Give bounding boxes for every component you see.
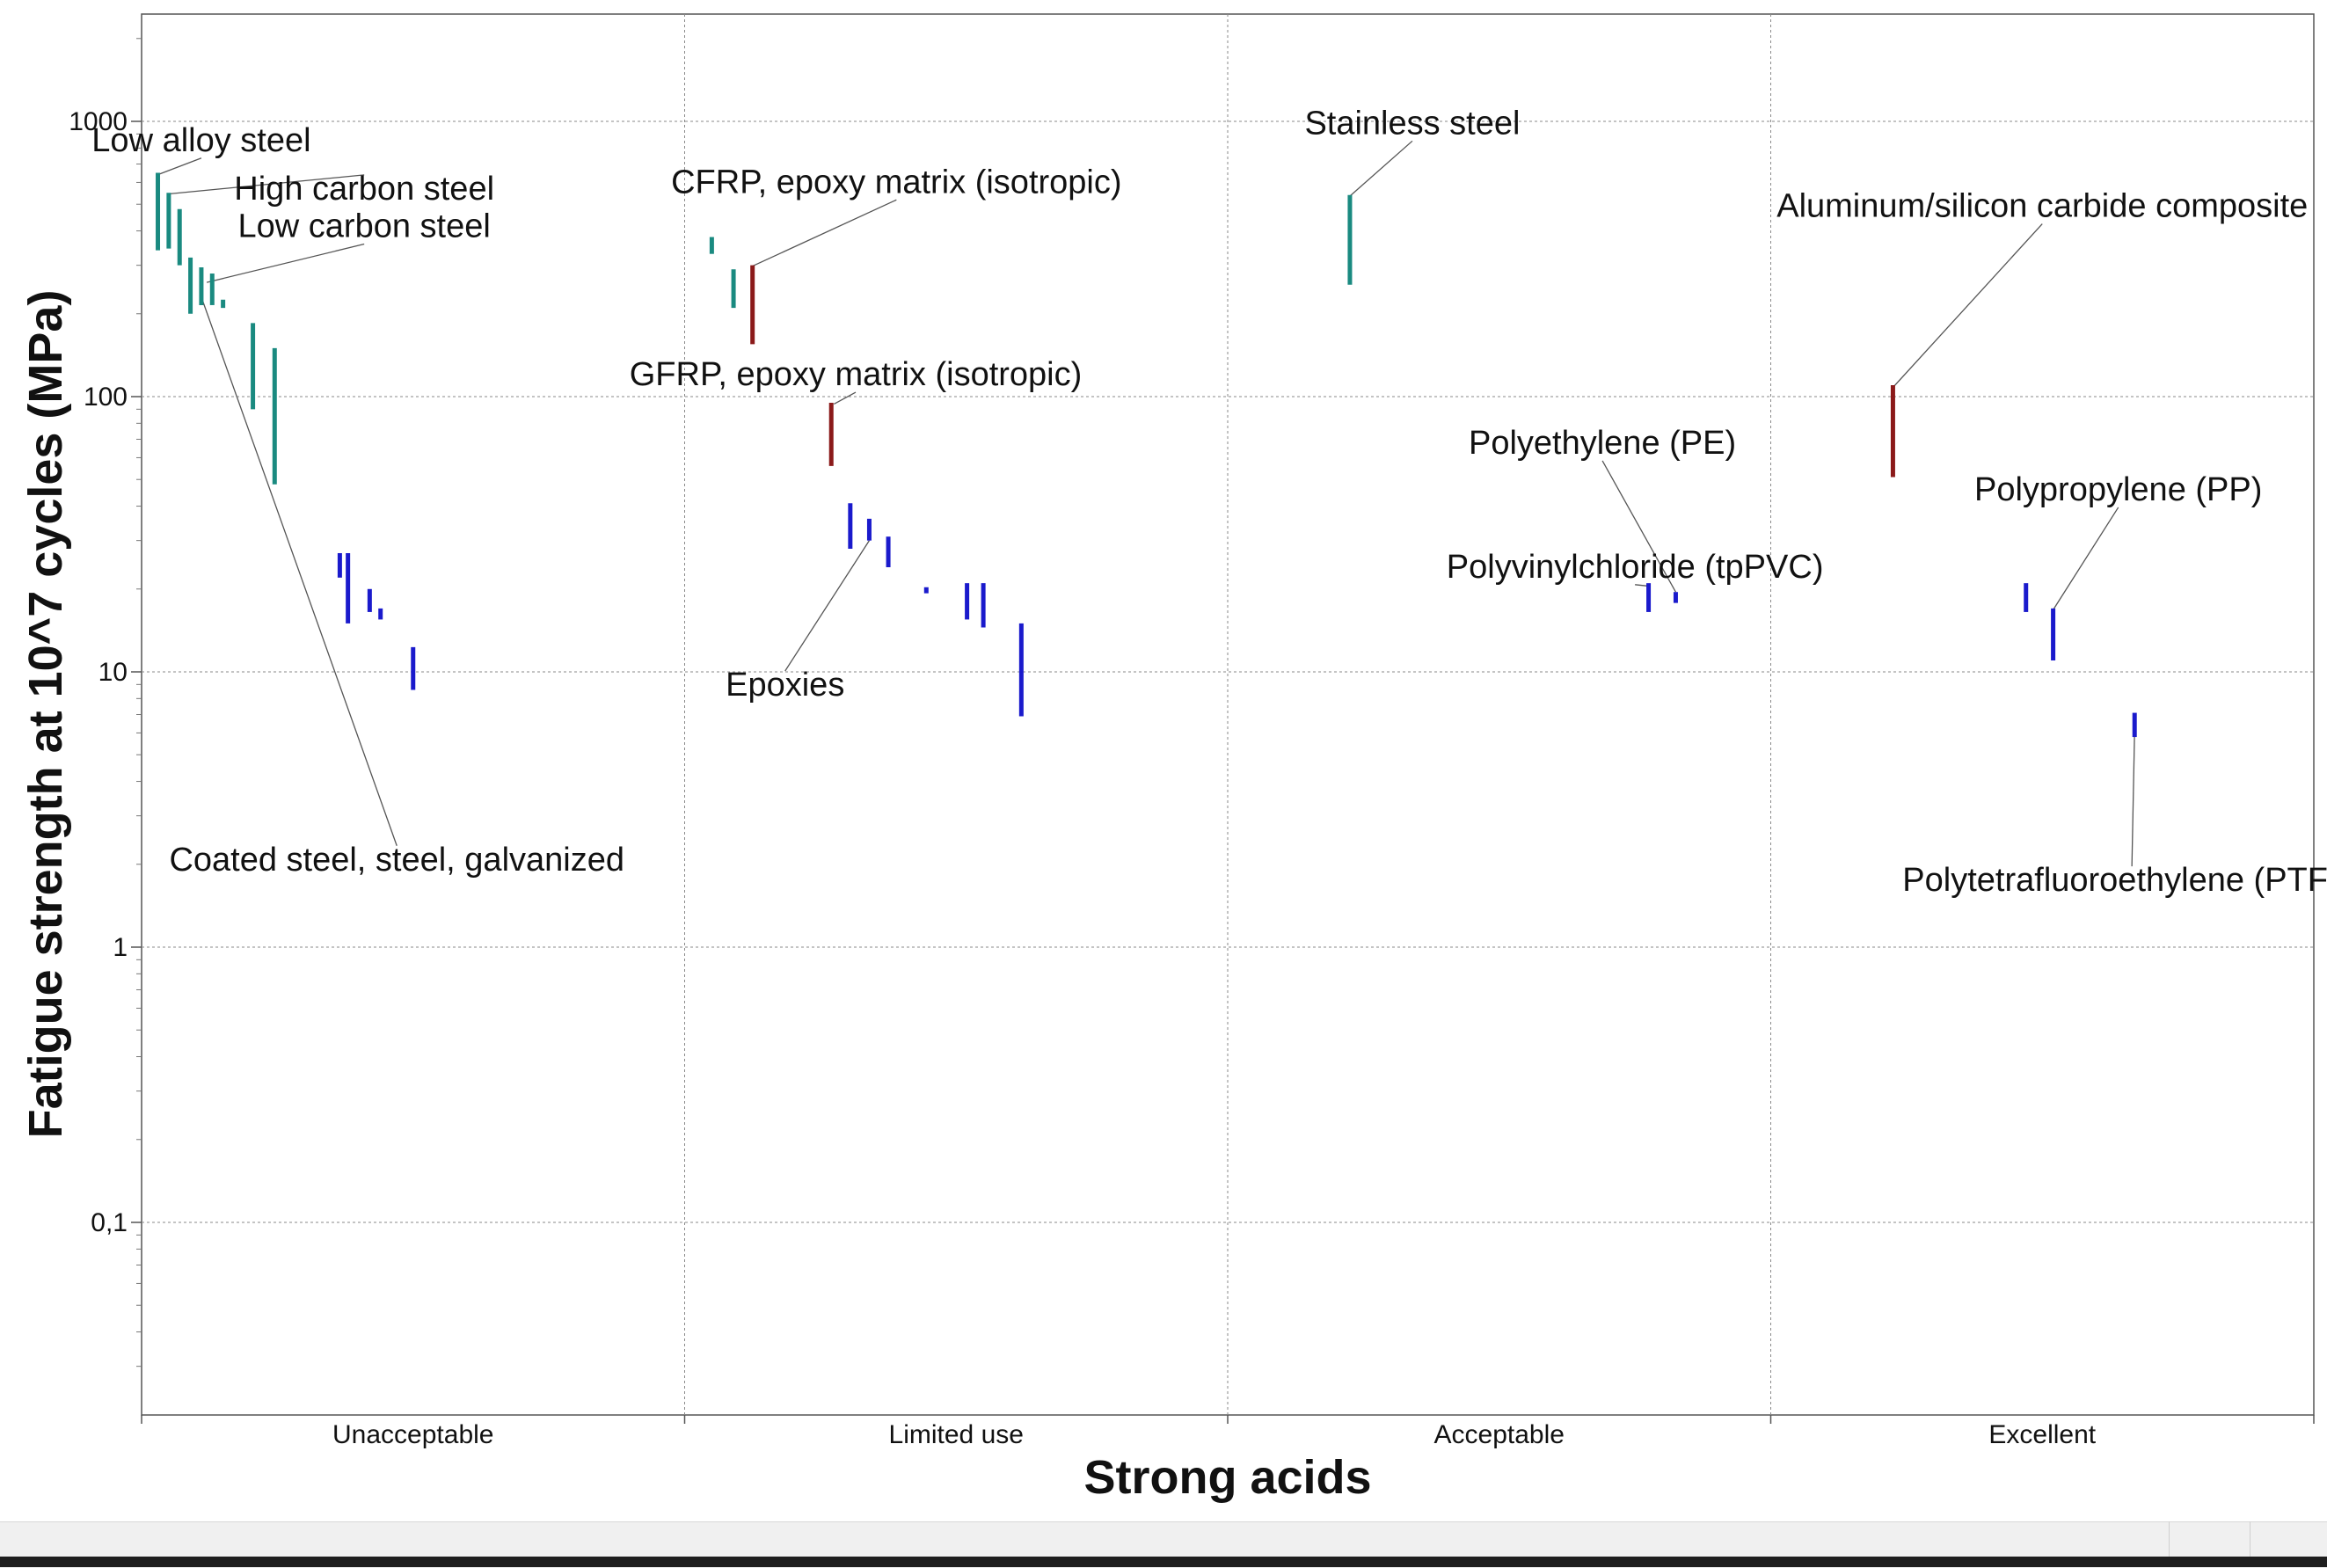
y-tick-label: 0,1 [91, 1208, 128, 1237]
taskbar-strip [0, 1557, 2327, 1567]
annotation-label: Aluminum/silicon carbide composite [1776, 188, 2308, 225]
annotation-leader [2053, 507, 2119, 610]
annotation-leader [168, 174, 365, 195]
y-axis-label: Fatigue strength at 10^7 cycles (MPa) [19, 290, 72, 1139]
y-tick-label: 1000 [69, 107, 128, 136]
annotation-label: Polytetrafluoroethylene (PTFE) [1902, 862, 2327, 899]
x-tick-label: Limited use [889, 1420, 1024, 1449]
annotation-leader [157, 157, 202, 176]
annotation-leader [206, 243, 365, 283]
axis-ticks [131, 38, 2315, 1424]
annotation-label: Polypropylene (PP) [1974, 471, 2262, 508]
x-axis-label: Strong acids [1083, 1451, 1371, 1504]
x-tick-label: Excellent [1988, 1420, 2096, 1449]
x-tick-label: Unacceptable [332, 1420, 493, 1449]
grid-lines [142, 14, 2314, 1415]
annotation-leader [784, 540, 870, 672]
range-bars [156, 172, 2137, 738]
annotation-label: Polyethylene (PE) [1469, 425, 1736, 462]
annotation-leader [2131, 731, 2135, 867]
annotation-leader [1892, 223, 2043, 388]
annotation-label: Low carbon steel [238, 208, 491, 245]
y-tick-label: 1 [113, 933, 128, 962]
y-tick-label: 100 [84, 383, 128, 412]
x-tick-label: Acceptable [1434, 1420, 1565, 1449]
annotation-leaders [157, 140, 2135, 867]
status-bar-divider [2169, 1521, 2170, 1557]
annotation-label: Low alloy steel [91, 122, 310, 159]
annotation-label: GFRP, epoxy matrix (isotropic) [630, 356, 1083, 393]
annotation-leader [1601, 460, 1677, 593]
annotation-label: Coated steel, steel, galvanized [169, 842, 624, 879]
y-tick-label: 10 [98, 658, 128, 687]
annotation-leader [1635, 584, 1649, 587]
annotation-label: CFRP, epoxy matrix (isotropic) [671, 164, 1121, 201]
annotation-leader [1349, 140, 1413, 197]
annotation-label: High carbon steel [234, 171, 494, 208]
y-tick-labels: 0,1 1 10 100 1000 [69, 107, 128, 1237]
annotation-label: Polyvinylchloride (tpPVC) [1447, 549, 1824, 586]
x-tick-labels: Unacceptable Limited use Acceptable Excelle… [332, 1420, 2097, 1449]
annotation-leader [834, 391, 857, 405]
annotation-label: Stainless steel [1304, 105, 1520, 142]
annotation-leader [752, 199, 897, 267]
annotation-label: Epoxies [726, 667, 844, 704]
annotation-leader [201, 296, 398, 846]
